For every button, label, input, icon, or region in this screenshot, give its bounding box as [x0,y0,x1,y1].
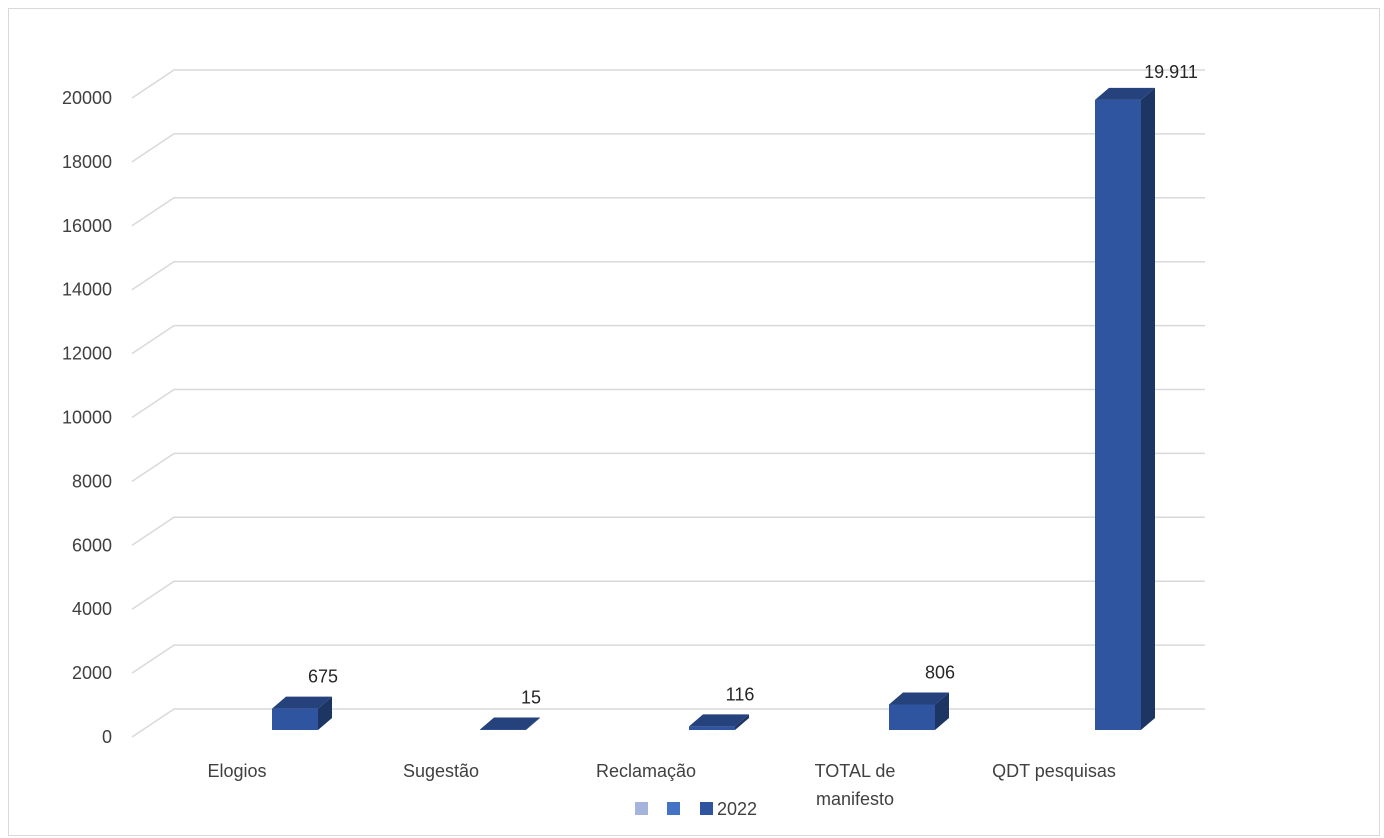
gridline [131,516,1205,546]
bar-top [480,717,540,730]
bar-side [526,717,540,730]
y-tick-label: 18000 [62,152,112,172]
bar-side [318,696,332,730]
gridline [131,388,1205,419]
bar-top [272,696,332,709]
data-label: 19.911 [1144,62,1198,82]
legend-swatch [667,802,680,815]
bar-side [1141,87,1155,731]
data-label: 675 [308,667,338,687]
bar [889,692,949,730]
x-category-label: TOTAL de [815,761,896,781]
bar-side [935,692,949,730]
y-tick-label: 14000 [62,280,112,300]
gridline [131,69,1205,99]
legend-swatch [700,802,713,815]
y-tick-label: 4000 [72,599,112,619]
y-tick-label: 12000 [62,344,112,364]
x-category-label: Elogios [207,761,266,781]
bar-top [889,692,949,705]
bar-top [1095,87,1155,100]
bar-front [272,708,318,730]
legend-swatch [635,802,648,815]
data-label: 116 [726,684,755,704]
bar-front [689,726,735,730]
data-label: 15 [521,688,541,708]
bar-side [735,714,749,730]
y-tick-label: 0 [102,727,112,747]
bar-top [689,714,749,727]
gridline [131,197,1205,227]
bar-front [889,704,935,730]
gridline [131,324,1205,355]
gridline [131,260,1205,291]
gridline [131,452,1205,483]
x-category-label: QDT pesquisas [992,761,1116,781]
y-tick-label: 2000 [72,663,112,683]
bar [689,714,749,730]
y-tick-label: 10000 [62,408,112,428]
gridline [131,644,1205,674]
gridline [131,133,1205,163]
x-category-label: manifesto [816,789,894,809]
y-tick-label: 6000 [72,535,112,555]
bar [272,696,332,730]
bar [480,717,540,730]
data-label: 806 [925,662,955,682]
y-tick-label: 16000 [62,216,112,236]
bar-front [1095,99,1141,731]
x-category-label: Reclamação [596,761,696,781]
y-tick-label: 8000 [72,471,112,491]
legend-label: 2022 [717,799,757,819]
gridline [131,708,1205,738]
y-tick-label: 20000 [62,88,112,108]
gridline [131,580,1205,610]
x-category-label: Sugestão [403,761,479,781]
bar [1095,87,1155,731]
